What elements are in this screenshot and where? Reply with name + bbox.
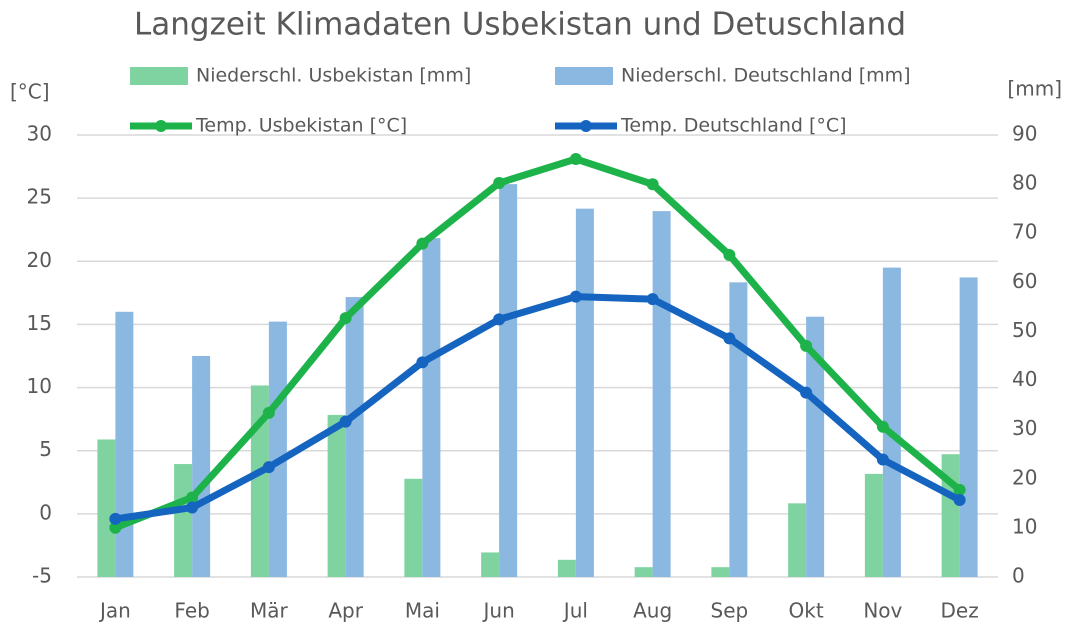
bar (941, 454, 960, 577)
x-tick-label: Aug (633, 599, 672, 623)
point (569, 152, 582, 165)
point (800, 386, 813, 399)
point (262, 461, 275, 474)
y2-tick-label: 80 (1012, 171, 1037, 195)
bar (422, 238, 441, 577)
bar (634, 567, 653, 577)
x-tick-label: Apr (328, 599, 363, 623)
point (876, 420, 889, 433)
bar (404, 478, 423, 577)
y2-tick-label: 50 (1012, 318, 1037, 342)
y-tick-label: 5 (39, 437, 52, 461)
legend-label: Temp. Usbekistan [°C] (195, 115, 407, 137)
x-tick-label: Dez (941, 599, 979, 623)
point (109, 512, 122, 525)
y2-tick-label: 0 (1012, 564, 1025, 588)
point (186, 491, 199, 504)
legend-label: Temp. Deutschland [°C] (620, 115, 847, 137)
legend-swatch (155, 120, 167, 132)
point (493, 176, 506, 189)
bar (115, 311, 134, 577)
point (416, 356, 429, 369)
y2-axis-label: [mm] (1007, 77, 1062, 101)
y-tick-label: 15 (27, 311, 52, 335)
y-axis-label: [°C] (10, 80, 50, 104)
legend-swatch (130, 67, 188, 85)
point (109, 521, 122, 534)
bar (192, 356, 211, 577)
bar (557, 559, 576, 577)
x-tick-label: Mai (405, 599, 440, 623)
y2-tick-label: 10 (1012, 514, 1037, 538)
y2-tick-label: 60 (1012, 269, 1037, 293)
legend-label: Niederschl. Usbekistan [mm] (196, 65, 471, 87)
point (262, 406, 275, 419)
bar (174, 464, 193, 577)
line (114, 155, 962, 532)
bar (711, 567, 730, 577)
bar (250, 385, 269, 577)
y2-tick-label: 70 (1012, 220, 1037, 244)
bar (864, 473, 883, 577)
point (800, 339, 813, 352)
point (339, 312, 352, 325)
bar (575, 208, 594, 577)
point (646, 178, 659, 191)
bar (481, 552, 500, 577)
x-tick-label: Sep (711, 599, 749, 623)
bar (499, 184, 518, 577)
legend-swatch (580, 120, 592, 132)
y2-tick-label: 90 (1012, 122, 1037, 146)
y-tick-label: 25 (27, 185, 52, 209)
point (569, 290, 582, 303)
point (416, 237, 429, 250)
x-tick-label: Mär (250, 599, 289, 623)
point (953, 483, 966, 496)
point (876, 453, 889, 466)
y-tick-label: -5 (32, 564, 52, 588)
bar (268, 321, 287, 577)
line (114, 293, 962, 523)
x-tick-label: Feb (174, 599, 209, 623)
bar (788, 503, 807, 577)
y2-tick-label: 40 (1012, 367, 1037, 391)
x-tick-label: Nov (863, 599, 902, 623)
bar (345, 297, 364, 577)
y-tick-label: 30 (27, 122, 52, 146)
point (493, 313, 506, 326)
point (186, 501, 199, 514)
y2-tick-label: 20 (1012, 465, 1037, 489)
y-tick-label: 20 (27, 248, 52, 272)
bar (806, 316, 825, 577)
y-tick-label: 0 (39, 500, 52, 524)
bar (729, 282, 748, 577)
point (723, 248, 736, 261)
x-tick-label: Jun (482, 599, 515, 623)
point (646, 293, 659, 306)
y2-tick-label: 30 (1012, 416, 1037, 440)
bar (652, 211, 671, 577)
bar (959, 277, 978, 577)
point (339, 415, 352, 428)
bar (882, 267, 901, 577)
point (953, 493, 966, 506)
y-tick-label: 10 (27, 374, 52, 398)
legend-label: Niederschl. Deutschland [mm] (621, 65, 911, 87)
bar (97, 439, 116, 577)
bar (327, 414, 346, 577)
chart-title: Langzeit Klimadaten Usbekistan und Detus… (134, 7, 906, 43)
x-tick-label: Jan (98, 599, 131, 623)
legend-swatch (555, 67, 613, 85)
x-tick-label: Okt (789, 599, 824, 623)
x-tick-label: Jul (562, 599, 588, 623)
point (723, 332, 736, 345)
